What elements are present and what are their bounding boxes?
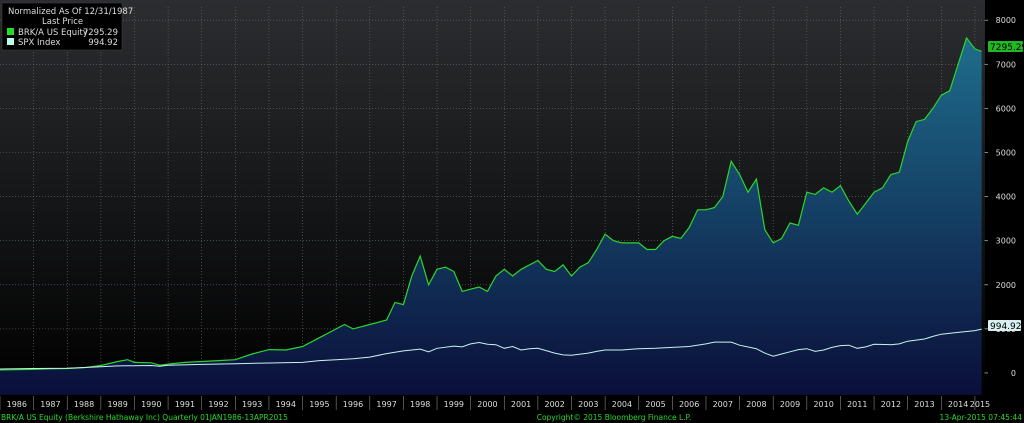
brk-series-line (0, 36, 982, 371)
y-tick-label: 2000 (996, 281, 1016, 290)
legend-header-last-price: Last Price (42, 17, 83, 27)
footer-security-info: BRK/A US Equity (Berkshire Hathaway Inc)… (1, 413, 288, 422)
footer-timestamp: 13-Apr-2015 07:45:44 (940, 413, 1023, 422)
legend-spx-value: 994.92 (88, 38, 118, 48)
legend-spx-swatch (7, 38, 14, 45)
y-tick-label: 5000 (996, 149, 1016, 158)
x-tick-label: 2013 (914, 400, 934, 409)
x-tick-label: 1996 (343, 400, 363, 409)
x-tick-label: 1990 (141, 400, 161, 409)
x-tick-label: 2005 (645, 400, 665, 409)
x-tick-label: 1999 (444, 400, 464, 409)
x-tick-label: 2012 (881, 400, 901, 409)
brk-last-value: 7295.29 (990, 43, 1024, 53)
x-tick-label: 1997 (376, 400, 396, 409)
x-tick-label: 1993 (242, 400, 262, 409)
legend: Normalized As Of 12/31/1987 Last Price B… (1, 2, 133, 51)
x-tick-label: 1991 (175, 400, 195, 409)
brk-area-fill (0, 37, 982, 396)
x-tick-label: 2000 (477, 400, 497, 409)
legend-spx-label: SPX Index (18, 38, 60, 48)
x-tick-label: 2011 (847, 400, 867, 409)
footer-copyright: Copyright© 2015 Bloomberg Finance L.P. (537, 413, 692, 422)
x-tick-label: 2014 (948, 400, 968, 409)
y-tick-label: 8000 (996, 16, 1016, 25)
x-tick-label: 2015 (970, 400, 990, 409)
spx-series-line (0, 328, 982, 370)
x-tick-label: 1986 (7, 400, 27, 409)
footer-bar (0, 411, 1024, 423)
x-tick-label: 1992 (208, 400, 228, 409)
x-tick-label: 2006 (679, 400, 699, 409)
brk-last-value-tag: 7295.29 (988, 41, 1024, 53)
y-tick-label: 3000 (996, 237, 1016, 246)
y-tick-label: 7000 (996, 60, 1016, 69)
x-tick-label: 1988 (74, 400, 94, 409)
spx-last-value: 994.92 (990, 322, 1022, 332)
y-tick-label: 6000 (996, 104, 1016, 113)
x-tick-label: 1998 (410, 400, 430, 409)
x-tick-label: 1989 (107, 400, 127, 409)
x-tick-label: 1987 (40, 400, 60, 409)
x-tick-label: 2001 (511, 400, 531, 409)
y-tick-label: 4000 (996, 193, 1016, 202)
x-tick-label: 2004 (612, 400, 632, 409)
x-tick-label: 2002 (545, 400, 565, 409)
spx-last-value-tag: 994.92 (988, 320, 1022, 332)
x-tick-label: 1994 (276, 400, 296, 409)
x-axis: 1986 1987 1988 1989 1990 1991 1992 1993 1994 1995… (0, 396, 990, 410)
x-tick-label: 1995 (309, 400, 329, 409)
legend-brk-swatch (7, 28, 14, 35)
legend-brk-value: 7295.29 (83, 28, 118, 38)
x-tick-label: 2009 (780, 400, 800, 409)
legend-box (1, 2, 123, 51)
x-tick-label: 2003 (578, 400, 598, 409)
y-tick-label: 0 (1011, 369, 1016, 378)
x-tick-label: 2008 (746, 400, 766, 409)
legend-brk-label: BRK/A US Equity (18, 28, 88, 38)
legend-header-normalized: Normalized As Of 12/31/1987 (8, 7, 133, 17)
x-tick-label: 2007 (713, 400, 733, 409)
x-tick-label: 2010 (813, 400, 833, 409)
